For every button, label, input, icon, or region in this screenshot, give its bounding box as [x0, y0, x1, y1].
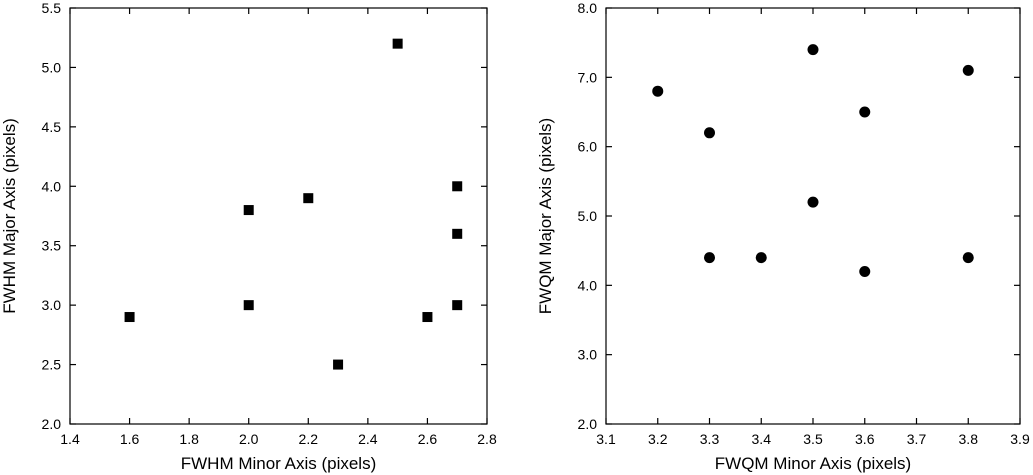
x-tick-label: 2.4 — [358, 431, 378, 447]
y-tick-label: 2.5 — [42, 357, 62, 373]
y-tick-label: 2.0 — [578, 416, 598, 432]
data-point — [755, 252, 767, 264]
y-tick-label: 4.0 — [578, 277, 598, 293]
plot-frame — [69, 7, 488, 425]
data-point — [452, 300, 463, 311]
y-tick-label: 5.0 — [42, 59, 62, 75]
data-point — [704, 252, 715, 264]
data-point — [962, 252, 974, 264]
data-point — [243, 205, 254, 216]
y-tick-label: 4.5 — [42, 119, 62, 135]
data-point — [859, 106, 871, 118]
data-point — [124, 312, 135, 323]
data-point — [243, 300, 254, 311]
x-tick-label: 3.8 — [959, 431, 979, 447]
y-tick-label: 3.0 — [42, 297, 62, 313]
chart-panel-1: 1.4 1.6 1.8 2.0 2.2 2.4 2.6 2.8 2.0 2.5 3.0 3.5 4.0 4… — [0, 0, 497, 473]
x-tick-label: 2.6 — [418, 431, 438, 447]
y-axis-label: FWQM Major Axis (pixels) — [536, 118, 555, 314]
x-tick-label: 3.2 — [648, 431, 668, 447]
data-point — [452, 228, 463, 239]
x-tick-label: 3.5 — [803, 431, 823, 447]
data-point — [807, 44, 819, 56]
x-tick-label: 3.4 — [752, 431, 772, 447]
x-tick-label: 3.1 — [596, 431, 616, 447]
data-point — [452, 181, 463, 192]
data-point — [303, 193, 314, 204]
chart-panel-2: 3.1 3.2 3.3 3.4 3.5 3.6 3.7 3.8 3.9 2.0 3.0 4.0 5.0 6… — [536, 0, 1030, 473]
x-tick-label: 2.8 — [477, 431, 497, 447]
x-tick-label: 3.9 — [1010, 431, 1030, 447]
y-tick-label: 5.0 — [578, 208, 598, 224]
data-point — [962, 64, 974, 76]
x-tick-label: 1.4 — [60, 431, 80, 447]
data-point — [422, 312, 433, 323]
data-point — [859, 265, 871, 277]
x-tick-label: 2.2 — [299, 431, 319, 447]
y-tick-label: 5.5 — [42, 0, 62, 16]
data-point — [807, 196, 819, 208]
y-tick-label: 2.0 — [42, 416, 62, 432]
x-tick-label: 1.6 — [120, 431, 140, 447]
y-tick-label: 6.0 — [578, 139, 598, 155]
x-axis-label: FWHM Minor Axis (pixels) — [181, 454, 377, 473]
data-point — [333, 359, 344, 370]
x-axis-label: FWQM Minor Axis (pixels) — [715, 454, 911, 473]
y-axis-label: FWHM Major Axis (pixels) — [0, 118, 19, 314]
x-tick-label: 2.0 — [239, 431, 259, 447]
data-point — [392, 38, 403, 49]
data-point — [704, 127, 715, 139]
y-tick-label: 3.5 — [42, 238, 62, 254]
x-tick-label: 1.8 — [179, 431, 199, 447]
y-tick-label: 3.0 — [578, 347, 598, 363]
x-tick-label: 3.3 — [700, 431, 720, 447]
x-tick-label: 3.7 — [907, 431, 927, 447]
plot-frame — [605, 7, 1021, 425]
y-tick-label: 8.0 — [578, 0, 598, 16]
y-tick-label: 4.0 — [42, 178, 62, 194]
y-tick-label: 7.0 — [578, 69, 598, 85]
x-tick-label: 3.6 — [855, 431, 875, 447]
data-point — [652, 85, 664, 97]
